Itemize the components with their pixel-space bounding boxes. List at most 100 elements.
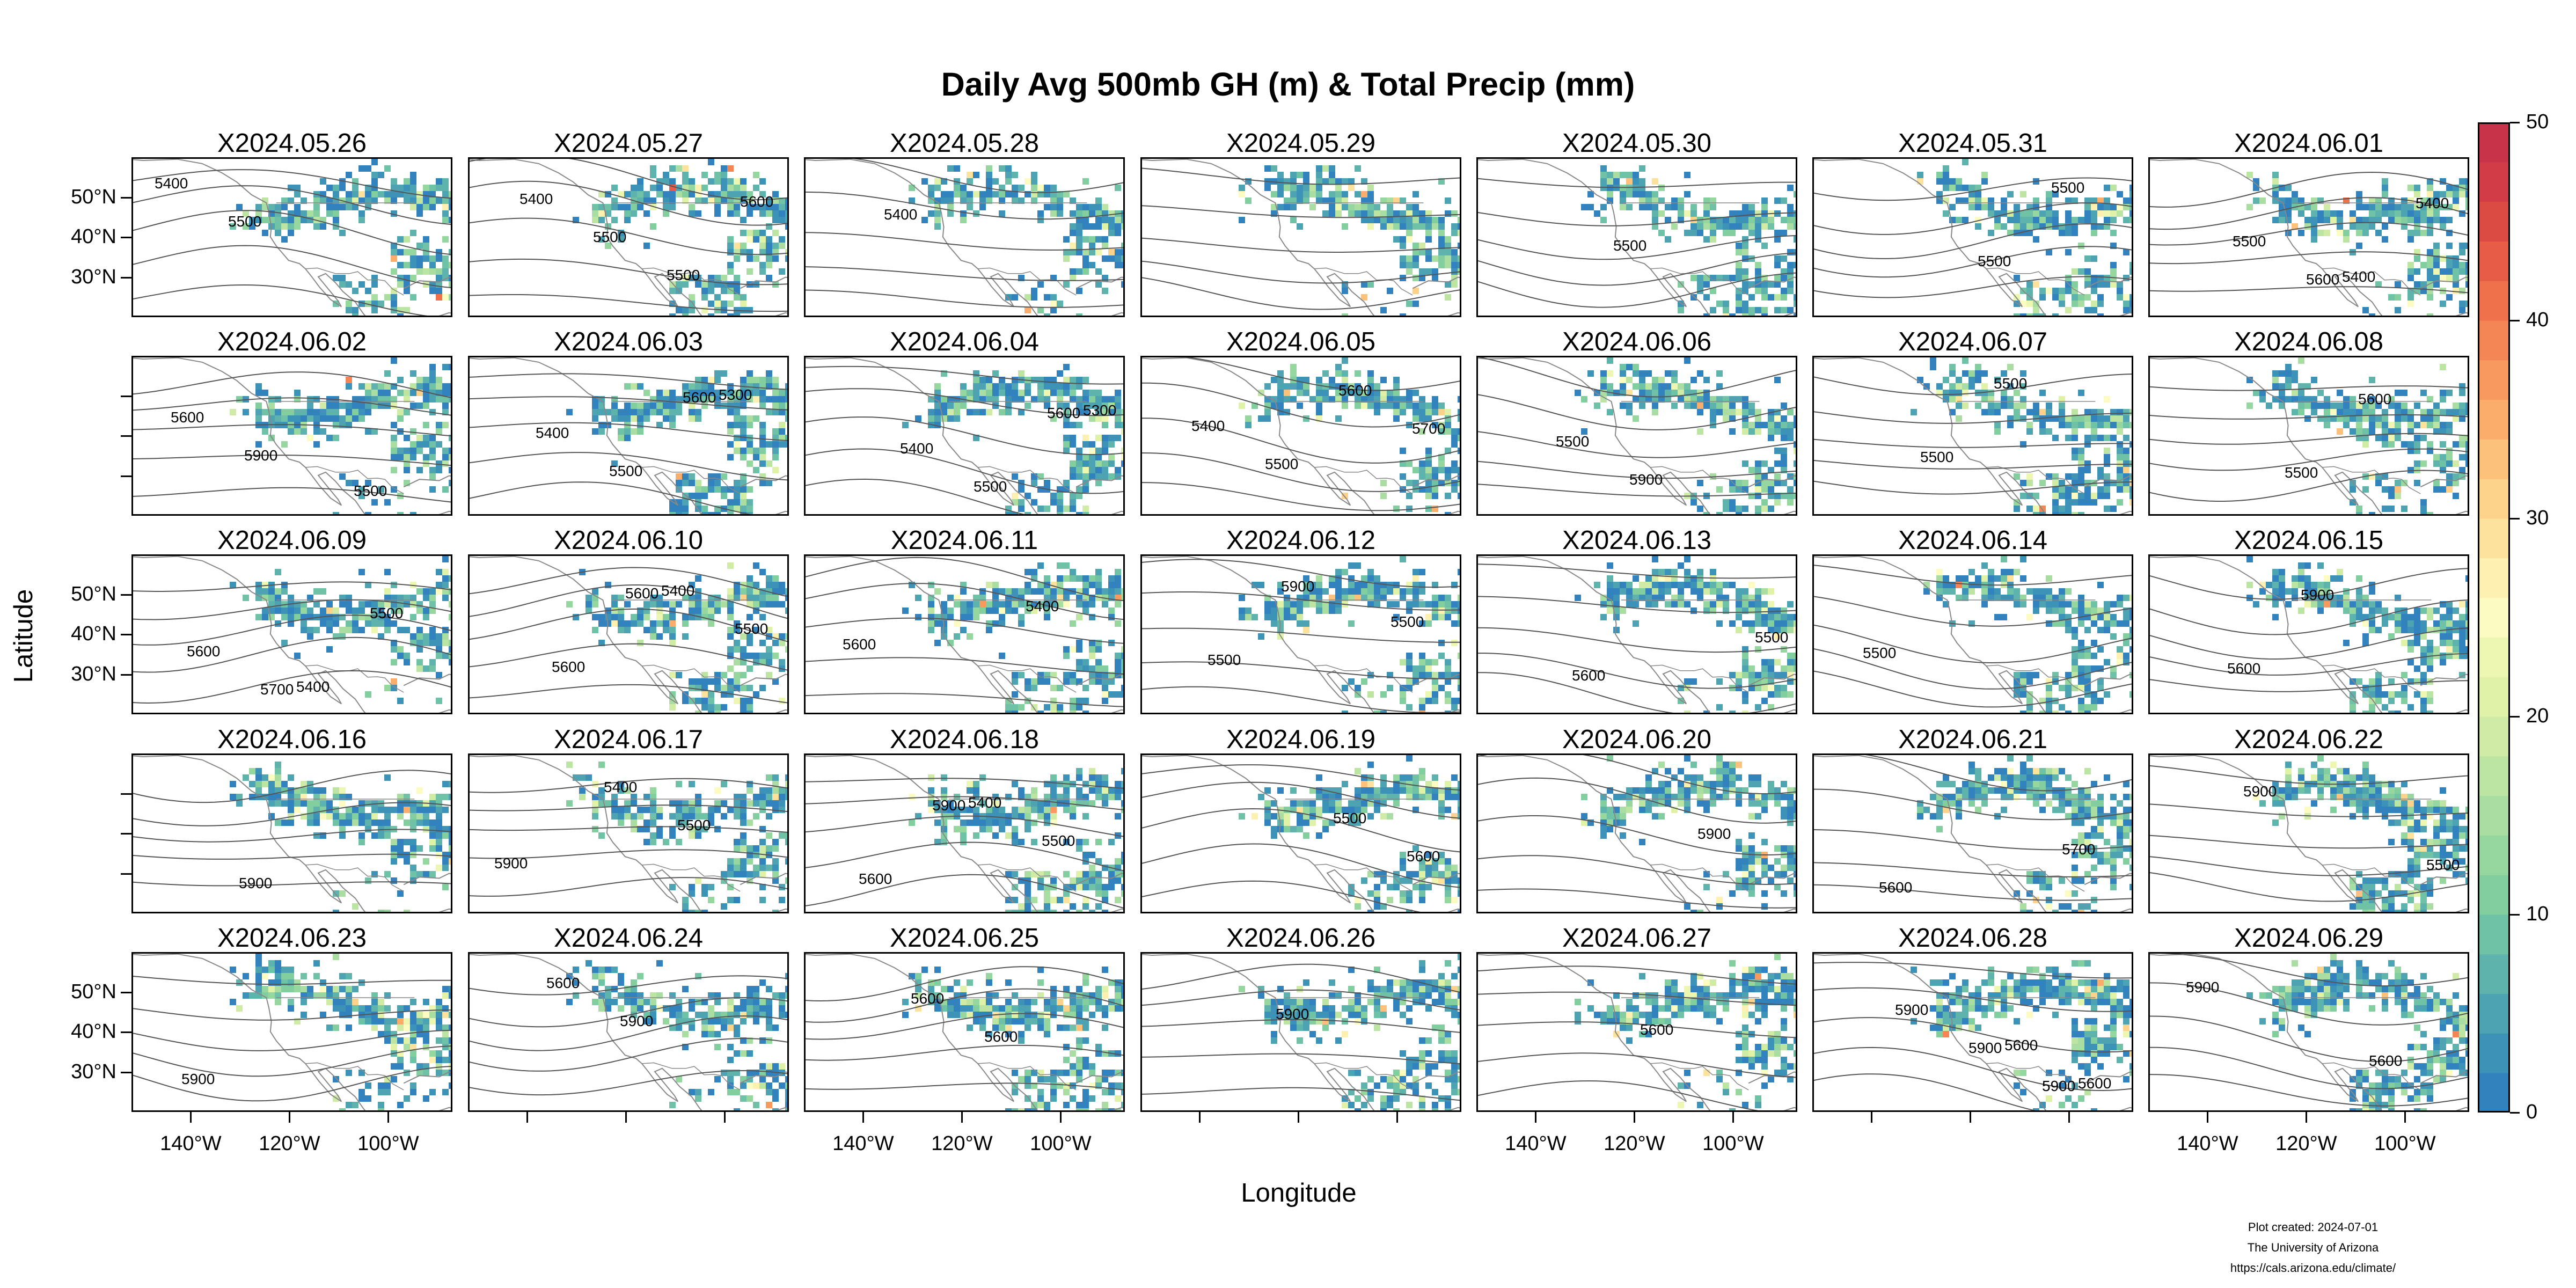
precip-cell (1303, 390, 1309, 396)
precip-cell (2375, 230, 2382, 236)
precip-cell (2414, 441, 2420, 448)
precip-cell (1652, 223, 1658, 230)
precip-cell (1787, 653, 1794, 659)
precip-cell (1115, 230, 1121, 236)
precip-cell (747, 204, 753, 210)
precip-cell (442, 640, 449, 646)
precip-cell (442, 268, 449, 275)
precip-cell (1768, 665, 1774, 672)
precip-cell (2369, 210, 2375, 217)
precip-cell (2020, 691, 2026, 698)
precip-cell (1458, 698, 1460, 704)
precip-cell (1949, 185, 1956, 191)
precip-cell (2395, 415, 2401, 422)
precip-cell (397, 185, 404, 191)
gh-contour (1478, 627, 1796, 653)
precip-cell (1787, 223, 1794, 230)
precip-cell (941, 197, 947, 204)
precip-cell (1348, 588, 1355, 595)
precip-cell (2097, 685, 2104, 691)
precip-cell (249, 768, 255, 774)
precip-cell (2440, 653, 2446, 659)
precip-cell (2065, 499, 2072, 506)
precip-cell (1658, 383, 1665, 390)
precip-cell (2129, 633, 2132, 640)
precip-cell (2465, 608, 2468, 614)
contour-label: 5500 (2233, 233, 2266, 250)
precip-cell (1690, 499, 1697, 506)
precip-cell (1438, 409, 1445, 415)
precip-cell (1794, 301, 1796, 307)
precip-cell (1082, 665, 1089, 672)
precip-cell (2427, 313, 2433, 316)
precip-cell (1057, 390, 1063, 396)
precip-cell (1297, 620, 1303, 627)
gh-contour (1478, 235, 1796, 260)
precip-cell (2026, 614, 2033, 620)
precip-cell (2350, 704, 2356, 711)
precip-cell (1367, 383, 1374, 390)
precip-cell (243, 595, 249, 601)
precip-cell (1736, 268, 1742, 275)
precip-cell (1082, 659, 1089, 665)
precip-cell (2446, 191, 2453, 197)
precip-cell (1988, 396, 1994, 402)
precip-cell (2020, 383, 2026, 390)
precip-cell (442, 178, 449, 185)
precip-cell (2097, 627, 2104, 633)
precip-cell (1387, 197, 1393, 204)
precip-cell (1355, 396, 1361, 402)
precip-cell (397, 646, 404, 653)
precip-cell (1057, 402, 1063, 409)
precip-cell (650, 627, 656, 633)
precip-cell (2039, 390, 2046, 396)
precip-cell (1748, 608, 1755, 614)
precip-cell (1639, 185, 1645, 191)
precip-cell (689, 210, 695, 217)
precip-cell (2414, 185, 2420, 191)
precip-cell (2078, 698, 2084, 704)
precip-cell (947, 614, 954, 620)
precip-cell (2072, 435, 2078, 441)
precip-cell (2279, 569, 2285, 575)
precip-cell (1774, 614, 1781, 620)
precip-cell (255, 204, 262, 210)
precip-cell (740, 390, 747, 396)
precip-cell (727, 191, 734, 197)
precip-cell (779, 422, 785, 428)
precip-cell (1316, 608, 1322, 614)
precip-cell (1787, 614, 1794, 620)
contour-label: 5500 (1863, 645, 1896, 661)
precip-cell (365, 409, 371, 415)
precip-cell (449, 281, 451, 288)
precip-cell (1012, 672, 1018, 678)
precip-cell (2123, 422, 2129, 428)
precip-cell (416, 627, 423, 633)
precip-cell (1063, 402, 1070, 409)
precip-cell (371, 185, 378, 191)
precip-cell (2039, 217, 2046, 223)
precip-cell (2091, 665, 2097, 672)
precip-cell (734, 678, 740, 685)
precip-cell (1115, 620, 1121, 627)
precip-cell (294, 601, 301, 608)
precip-cell (1438, 428, 1445, 435)
precip-cell (1994, 588, 2001, 595)
precip-cell (2052, 191, 2059, 197)
precip-cell (1089, 672, 1095, 678)
precip-cell (1380, 377, 1387, 383)
precip-cell (1697, 409, 1703, 415)
precip-cell (1057, 493, 1063, 499)
precip-cell (2065, 249, 2072, 255)
precip-cell (429, 377, 436, 383)
precip-cell (1774, 691, 1781, 698)
precip-cell (1697, 582, 1703, 588)
precip-cell (2304, 562, 2311, 569)
precip-cell (1438, 601, 1445, 608)
panel-date-label: X2024.06.13 (1562, 526, 1711, 555)
precip-cell (1975, 197, 1981, 204)
precip-cell (1451, 698, 1458, 704)
precip-cell (2427, 223, 2433, 230)
contour-label: 5500 (2285, 464, 2318, 481)
precip-cell (2104, 493, 2110, 499)
